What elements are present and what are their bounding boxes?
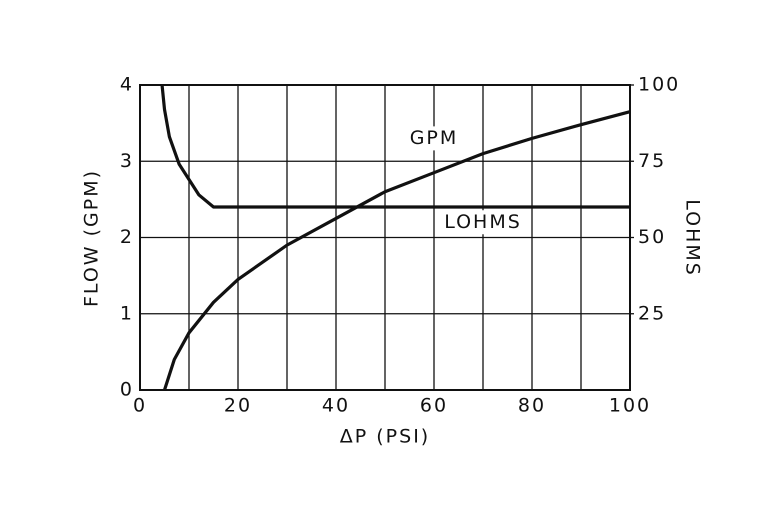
plot-frame bbox=[139, 84, 631, 391]
series-line bbox=[160, 84, 630, 209]
x-tick-label: 0 bbox=[133, 395, 147, 417]
annotation: GPM bbox=[410, 127, 459, 149]
y-axis-label: FLOW (GPM) bbox=[81, 169, 103, 307]
y-tick-label: 1 bbox=[120, 302, 134, 324]
annotation-bg bbox=[409, 126, 459, 151]
x-tick-label: 60 bbox=[420, 395, 448, 417]
annotation-bg bbox=[444, 210, 522, 235]
y-tick-label: 2 bbox=[120, 226, 134, 248]
y-tick-label: 0 bbox=[120, 379, 134, 401]
annotation: LOHMS bbox=[444, 211, 522, 233]
y-tick-label: 3 bbox=[120, 150, 134, 172]
y2-tick-label: 75 bbox=[638, 150, 666, 172]
x-tick-label: 40 bbox=[322, 395, 350, 417]
y2-axis-label: LOHMS bbox=[682, 199, 704, 277]
y2-tick-label: 50 bbox=[638, 226, 666, 248]
y2-tick-label: 25 bbox=[638, 302, 666, 324]
x-tick-label: 100 bbox=[609, 395, 651, 417]
y-tick-label: 4 bbox=[120, 74, 134, 96]
series-line bbox=[162, 110, 631, 391]
x-tick-label: 80 bbox=[518, 395, 546, 417]
x-axis-label: ΔP (PSI) bbox=[340, 426, 430, 448]
x-tick-label: 20 bbox=[224, 395, 252, 417]
y2-tick-label: 100 bbox=[638, 74, 680, 96]
